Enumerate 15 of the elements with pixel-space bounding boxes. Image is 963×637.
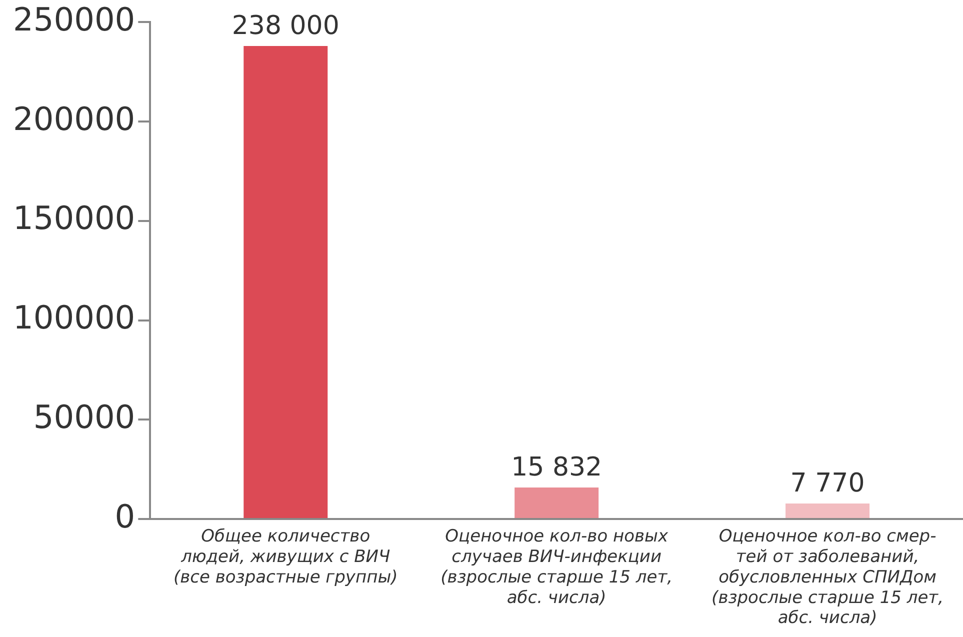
data-label: 15 832 <box>511 452 602 482</box>
x-tick-label: Оценочное кол-во смер- тей от заболеваний, обусловленных СПИДом (взрослые старше 15 лет, абс. числа) <box>712 526 944 628</box>
y-tick-label: 150000 <box>13 199 136 238</box>
bar <box>244 46 328 518</box>
y-tick-label: 0 <box>114 497 136 536</box>
bar <box>514 488 599 518</box>
y-tick-label: 250000 <box>13 0 136 39</box>
x-tick-label: Оценочное кол-во новых случаев ВИЧ-инфекции (взрослые старше 15 лет, абс. числа) <box>440 526 673 608</box>
data-label: 238 000 <box>232 10 340 41</box>
bar <box>786 504 870 518</box>
data-label: 7 770 <box>790 468 865 498</box>
x-tick-label: Общее количество людей, живущих с ВИЧ (все возрастные группы) <box>174 526 398 588</box>
y-tick-label: 50000 <box>33 398 136 436</box>
y-tick-label: 100000 <box>13 298 136 337</box>
y-tick-label: 200000 <box>13 100 136 138</box>
